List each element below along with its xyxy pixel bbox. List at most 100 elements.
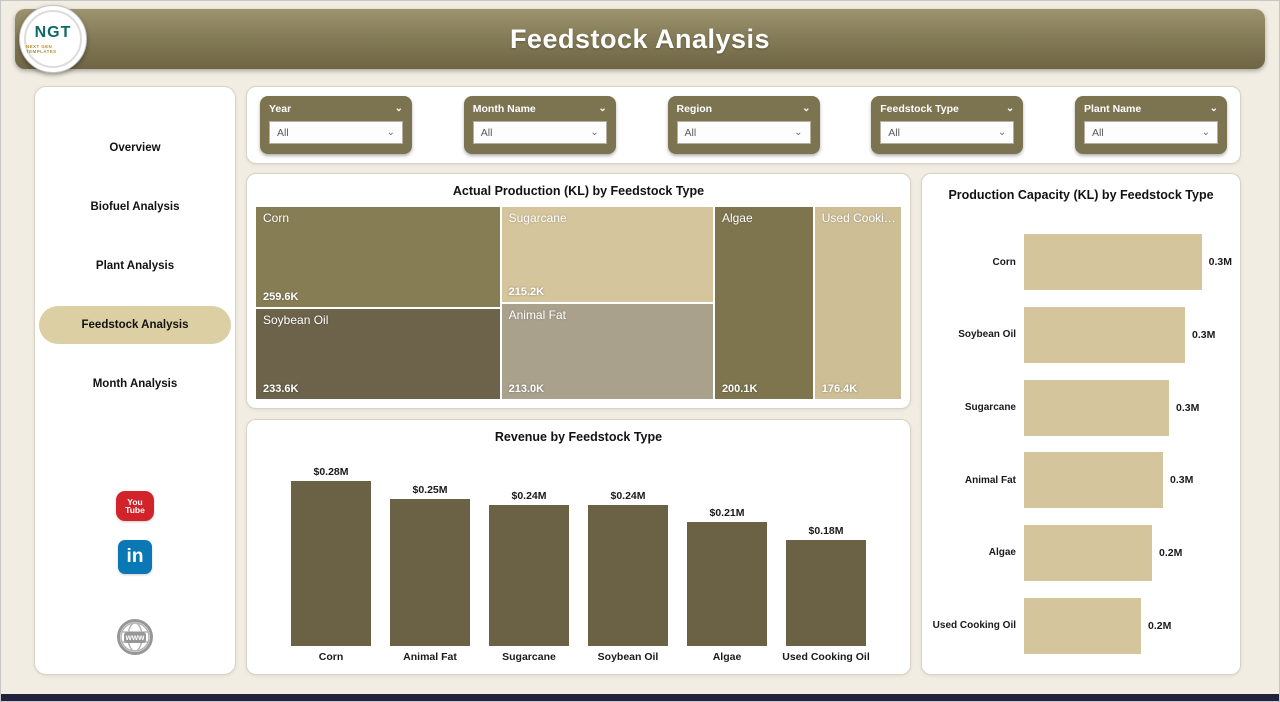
chevron-down-icon[interactable]: ⌄ [1209, 103, 1218, 114]
treemap-column: Used Cooking Oil 176.4K [814, 207, 901, 399]
revenue-bar-group: $0.28M Corn [291, 456, 371, 668]
page-title: Feedstock Analysis [509, 23, 771, 54]
capacity-bar-algae[interactable] [1024, 524, 1152, 581]
filter-label: Plant Name [1084, 103, 1142, 115]
capacity-rows: Corn 0.3M Soybean Oil 0.3M Sugarcane 0.3M Anim… [930, 226, 1232, 662]
filter-dropdown-year[interactable]: All ⌄ [269, 121, 403, 144]
bar-value-label: 0.3M [1192, 328, 1216, 341]
filter-header: Region ⌄ [677, 103, 811, 115]
axis-category-label: Used Cooking Oil [782, 651, 870, 663]
axis-category-label: Used Cooking Oil [932, 620, 1016, 632]
treemap-tile-animal-fat[interactable]: Animal Fat 213.0K [501, 304, 713, 399]
bar-value-label: $0.25M [412, 484, 448, 496]
filter-plant-name: Plant Name ⌄ All ⌄ [1075, 96, 1227, 154]
treemap-tile-value: 233.6K [263, 382, 299, 395]
capacity-bar-soybean-oil[interactable] [1024, 306, 1185, 363]
filter-month-name: Month Name ⌄ All ⌄ [463, 96, 616, 154]
capacity-bar-corn[interactable] [1023, 234, 1202, 291]
revenue-bar-algae[interactable] [687, 522, 767, 646]
sidebar-nav: Overview Biofuel Analysis Plant Analysis Fe… [35, 129, 235, 403]
filter-label: Region [676, 103, 713, 115]
axis-category-label: Soybean Oil [597, 651, 659, 663]
filter-label: Feedstock Type [880, 103, 959, 115]
logo-ring: NGT NEXT GEN TEMPLATES [24, 10, 82, 68]
chevron-down-icon[interactable]: ⌄ [394, 103, 403, 114]
filter-selected-value: All [684, 126, 697, 139]
filter-dropdown-month-name[interactable]: All ⌄ [472, 121, 607, 144]
sidebar-item-feedstock-analysis[interactable]: Feedstock Analysis [39, 306, 231, 344]
treemap-tile-sugarcane[interactable]: Sugarcane 215.2K [501, 207, 713, 303]
filter-header: Year ⌄ [269, 103, 403, 115]
filter-header: Month Name ⌄ [473, 103, 607, 115]
chevron-down-icon[interactable]: ⌄ [598, 103, 607, 114]
treemap-tile-label: Corn [263, 211, 290, 225]
filter-label: Month Name [472, 103, 536, 115]
bar-value-label: $0.24M [610, 490, 646, 502]
website-icon[interactable]: www [117, 619, 153, 655]
treemap-tile-soybean-oil[interactable]: Soybean Oil 233.6K [256, 308, 500, 399]
treemap-title: Actual Production (KL) by Feedstock Type [452, 184, 705, 198]
filter-dropdown-feedstock-type[interactable]: All ⌄ [880, 121, 1015, 144]
sidebar: Overview Biofuel Analysis Plant Analysis Fe… [34, 86, 236, 675]
filter-dropdown-region[interactable]: All ⌄ [676, 121, 811, 144]
capacity-row: Algae 0.2M [930, 524, 1232, 581]
chevron-down-icon: ⌄ [997, 126, 1007, 138]
bar-value-label: 0.3M [1170, 474, 1194, 487]
logo-subtext: NEXT GEN TEMPLATES [26, 44, 57, 54]
axis-category-label: Algae [712, 651, 742, 663]
chevron-down-icon: ⌄ [386, 126, 395, 138]
filter-label: Year [269, 103, 292, 115]
revenue-bar-corn[interactable] [291, 481, 371, 646]
treemap-tile-corn[interactable]: Corn 259.6K [256, 207, 500, 307]
header-banner: Feedstock Analysis [15, 9, 1265, 69]
bar-value-label: $0.24M [511, 490, 547, 502]
treemap-tile-value: 176.4K [821, 383, 858, 395]
sidebar-item-plant-analysis[interactable]: Plant Analysis [95, 260, 175, 272]
treemap-tile-value: 200.1K [721, 383, 758, 395]
treemap-tile-value: 213.0K [508, 382, 545, 395]
treemap-column: Corn 259.6K Soybean Oil 233.6K [256, 207, 500, 399]
chevron-down-icon: ⌄ [794, 126, 803, 138]
filter-header: Feedstock Type ⌄ [880, 103, 1014, 115]
treemap-tile-label: Sugarcane [508, 211, 567, 225]
logo-text: NGT [34, 24, 72, 41]
filter-selected-value: All [480, 126, 493, 139]
chevron-down-icon[interactable]: ⌄ [802, 103, 811, 114]
chevron-down-icon: ⌄ [590, 126, 599, 138]
filter-selected-value: All [1092, 126, 1104, 139]
capacity-bar-animal-fat[interactable] [1024, 452, 1163, 509]
treemap-tile-label: Soybean Oil [263, 312, 329, 327]
sidebar-item-overview[interactable]: Overview [109, 142, 161, 154]
revenue-bar-sugarcane[interactable] [489, 505, 569, 646]
bottom-edge-strip [1, 694, 1279, 701]
revenue-bar-soybean-oil[interactable] [588, 505, 668, 646]
capacity-bar-sugarcane[interactable] [1024, 379, 1169, 436]
bar-value-label: $0.18M [808, 525, 844, 537]
revenue-bar-used-cooking-oil[interactable] [786, 540, 866, 646]
capacity-bar-used-cooking-oil[interactable] [1024, 597, 1141, 654]
revenue-panel: Revenue by Feedstock Type $0.28M Corn $0.2… [246, 419, 911, 675]
youtube-icon[interactable]: You Tube [116, 491, 154, 521]
treemap-tile-label: Used Cooking Oil [821, 211, 897, 225]
website-icon-text: www [123, 631, 147, 643]
sidebar-item-month-analysis[interactable]: Month Analysis [92, 378, 178, 390]
revenue-bar-group: $0.24M Soybean Oil [588, 456, 668, 668]
youtube-icon-text-top: You [127, 496, 143, 507]
linkedin-icon[interactable]: in [118, 540, 152, 574]
filter-dropdown-plant-name[interactable]: All ⌄ [1084, 121, 1218, 144]
capacity-row: Animal Fat 0.3M [930, 452, 1232, 509]
filter-selected-value: All [277, 126, 289, 139]
bar-value-label: 0.3M [1208, 256, 1232, 269]
capacity-row: Sugarcane 0.3M [930, 379, 1232, 436]
treemap-tile-value: 215.2K [508, 286, 545, 299]
treemap-tile-algae[interactable]: Algae 200.1K [714, 207, 813, 399]
revenue-bar-group: $0.25M Animal Fat [390, 456, 470, 668]
filter-bar: Year ⌄ All ⌄ Month Name ⌄ All ⌄ Region ⌄ All ⌄ Feeds… [246, 86, 1241, 164]
sidebar-item-biofuel-analysis[interactable]: Biofuel Analysis [90, 201, 180, 213]
capacity-row: Corn 0.3M [930, 234, 1232, 291]
chevron-down-icon[interactable]: ⌄ [1005, 103, 1015, 114]
treemap-tile-used-cooking-oil[interactable]: Used Cooking Oil 176.4K [814, 207, 901, 399]
filter-region: Region ⌄ All ⌄ [667, 96, 820, 154]
revenue-bar-animal-fat[interactable] [390, 499, 470, 646]
